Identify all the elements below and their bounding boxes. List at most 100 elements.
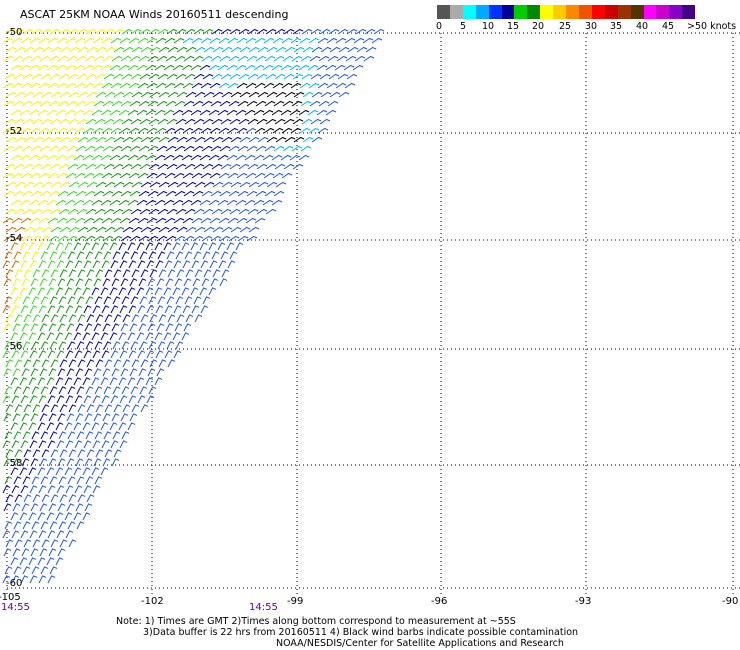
wind-barb: [146, 37, 158, 44]
lat-label: -58: [6, 458, 23, 469]
wind-barb: [245, 217, 257, 224]
wind-barb: [83, 440, 92, 449]
wind-barb: [130, 296, 139, 305]
wind-barb: [92, 172, 104, 179]
lat-label: -50: [6, 27, 23, 38]
wind-barb: [200, 217, 212, 224]
wind-barb: [244, 64, 256, 71]
legend-swatch: [682, 5, 696, 19]
wind-barb: [208, 287, 217, 296]
wind-barb: [13, 476, 22, 485]
wind-barb: [227, 37, 239, 44]
wind-barb: [32, 404, 41, 413]
wind-barb: [320, 46, 332, 53]
wind-barb: [39, 413, 48, 422]
wind-barb: [19, 377, 28, 386]
wind-barb: [346, 28, 358, 35]
wind-barb: [103, 163, 115, 170]
wind-barb: [164, 172, 176, 179]
wind-barb: [41, 226, 53, 233]
wind-barb: [49, 386, 58, 395]
wind-barb: [183, 323, 192, 332]
wind-barb: [127, 109, 139, 116]
wind-barb: [254, 172, 266, 179]
wind-barb: [82, 64, 94, 71]
wind-barb: [238, 73, 250, 80]
wind-barb: [128, 37, 140, 44]
wind-barb: [77, 404, 86, 413]
wind-barb: [113, 269, 122, 278]
wind-barb: [211, 28, 223, 35]
wind-barb: [184, 251, 193, 260]
wind-barb: [283, 163, 295, 170]
wind-barb: [203, 181, 215, 188]
wind-barb: [335, 82, 347, 89]
wind-barb: [46, 422, 55, 431]
wind-barb: [266, 46, 278, 53]
wind-barb: [245, 172, 257, 179]
wind-barb: [12, 278, 21, 287]
wind-barb: [173, 82, 185, 89]
wind-barb: [166, 163, 178, 170]
wind-barb: [77, 449, 86, 458]
wind-barb: [30, 323, 39, 332]
wind-barb: [40, 163, 52, 170]
wind-barb: [136, 64, 148, 71]
wind-barb: [28, 377, 37, 386]
wind-barb: [56, 172, 68, 179]
wind-barb: [154, 377, 163, 386]
wind-barb: [145, 332, 154, 341]
wind-barb: [12, 323, 21, 332]
wind-barb: [31, 118, 43, 125]
wind-barb: [66, 145, 78, 152]
wind-barb: [74, 82, 86, 89]
wind-barb: [38, 127, 50, 134]
wind-barb: [92, 395, 101, 404]
wind-barb: [158, 314, 167, 323]
wind-barb: [92, 305, 101, 314]
wind-barb: [86, 359, 95, 368]
wind-barb: [130, 163, 142, 170]
wind-barb: [147, 145, 159, 152]
wind-barb: [336, 55, 348, 62]
wind-barb: [73, 467, 82, 476]
wind-barb: [209, 260, 218, 269]
wind-barb: [103, 28, 115, 35]
wind-barb: [155, 260, 164, 269]
wind-barb: [95, 314, 104, 323]
wind-barb: [245, 127, 257, 134]
wind-barb: [102, 190, 114, 197]
wind-barb: [146, 172, 158, 179]
wind-barb: [14, 449, 23, 458]
wind-barb: [238, 28, 250, 35]
wind-barb: [212, 269, 221, 278]
wind-barb: [57, 458, 66, 467]
wind-barb: [121, 251, 130, 260]
wind-barb: [57, 145, 69, 152]
wind-barb: [130, 386, 139, 395]
wind-barb: [173, 260, 182, 269]
wind-barb: [38, 37, 50, 44]
wind-barb: [4, 476, 13, 485]
wind-barb: [274, 73, 286, 80]
wind-barb: [91, 154, 103, 161]
legend-swatch: [617, 5, 631, 19]
wind-barb: [37, 199, 49, 206]
wind-barb: [226, 109, 238, 116]
wind-barb: [83, 217, 95, 224]
wind-barb: [280, 154, 292, 161]
wind-barb: [111, 368, 120, 377]
wind-barb: [318, 55, 330, 62]
wind-barb: [31, 341, 40, 350]
wind-barb: [14, 226, 26, 233]
wind-barb: [111, 323, 120, 332]
wind-barb: [175, 118, 187, 125]
wind-barb: [167, 226, 179, 233]
wind-barb: [13, 341, 22, 350]
wind-barb: [91, 242, 100, 251]
wind-barb: [103, 118, 115, 125]
wind-barb: [50, 539, 59, 548]
wind-barb: [175, 163, 187, 170]
wind-speed-legend: [437, 5, 696, 19]
wind-barb: [255, 190, 267, 197]
